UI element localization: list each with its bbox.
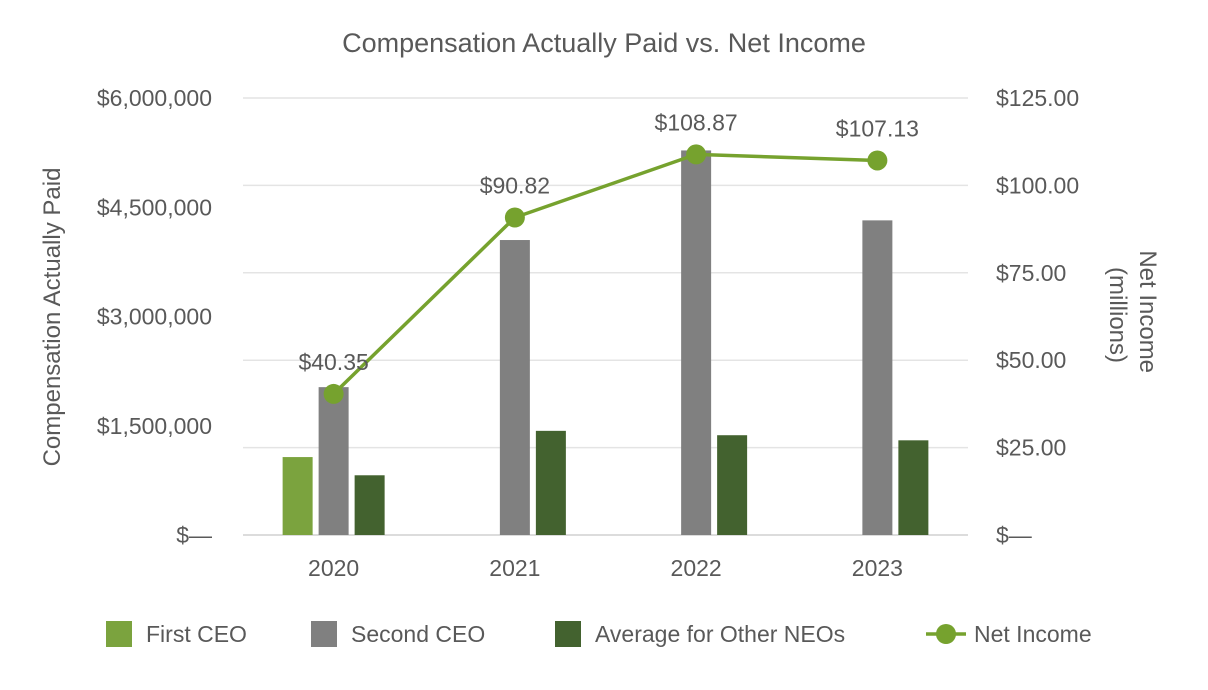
- legend-swatch: [311, 621, 337, 647]
- bar-average-for-other-neos-2020: [354, 475, 385, 535]
- bar-average-for-other-neos-2021: [535, 430, 566, 535]
- left-tick-label: $6,000,000: [97, 85, 212, 111]
- x-tick-label: 2020: [308, 555, 359, 581]
- right-axis-ticks: $— $25.00 $50.00 $75.00 $100.00 $125.00: [996, 85, 1079, 548]
- left-tick-label: $1,500,000: [97, 413, 212, 439]
- bar-average-for-other-neos-2022: [717, 435, 748, 535]
- bars: [282, 150, 929, 536]
- left-tick-label: $4,500,000: [97, 194, 212, 220]
- net-income-point: [867, 150, 888, 171]
- right-axis-label-line-1: Net Income: [1134, 250, 1161, 373]
- right-axis-label-line-2: (millions): [1104, 267, 1131, 363]
- net-income-line: [332, 152, 878, 396]
- legend-label: Second CEO: [351, 621, 485, 647]
- left-axis-label: Compensation Actually Paid: [39, 168, 66, 467]
- bar-first-ceo-2020: [282, 457, 313, 535]
- legend-swatch: [106, 621, 132, 647]
- right-tick-label: $25.00: [996, 435, 1066, 461]
- right-tick-label: $100.00: [996, 172, 1079, 198]
- x-tick-label: 2022: [671, 555, 722, 581]
- bar-second-ceo-2020: [318, 387, 349, 535]
- net-income-point: [686, 144, 707, 165]
- chart-title: Compensation Actually Paid vs. Net Incom…: [342, 28, 866, 58]
- legend-swatch: [555, 621, 581, 647]
- net-income-data-label: $108.87: [655, 109, 738, 135]
- net-income-data-label: $40.35: [298, 349, 368, 375]
- x-tick-label: 2023: [852, 555, 903, 581]
- x-tick-label: 2021: [489, 555, 540, 581]
- bar-second-ceo-2022: [681, 150, 712, 535]
- line-series: $40.35 $90.82 $108.87 $107.13: [298, 109, 919, 404]
- legend-label: Average for Other NEOs: [595, 621, 845, 647]
- bar-second-ceo-2021: [499, 240, 530, 535]
- left-tick-label: $3,000,000: [97, 304, 212, 330]
- legend: First CEO Second CEO Average for Other NEO…: [106, 621, 1092, 647]
- bar-average-for-other-neos-2023: [898, 440, 929, 535]
- net-income-data-label: $107.13: [836, 115, 919, 141]
- right-tick-label: $—: [996, 522, 1032, 548]
- legend-label: First CEO: [146, 621, 247, 647]
- net-income-point: [504, 207, 525, 228]
- legend-marker: [936, 624, 956, 644]
- bar-second-ceo-2023: [862, 220, 893, 536]
- legend-label: Net Income: [974, 621, 1092, 647]
- right-tick-label: $75.00: [996, 260, 1066, 286]
- right-tick-label: $125.00: [996, 85, 1079, 111]
- left-axis-ticks: $— $1,500,000 $3,000,000 $4,500,000 $6,000,0…: [97, 85, 212, 548]
- gridlines: [243, 97, 968, 536]
- net-income-data-label: $90.82: [480, 172, 550, 198]
- left-tick-label: $—: [176, 522, 212, 548]
- x-axis-ticks: 2020 2021 2022 2023: [308, 555, 903, 581]
- net-income-point: [323, 383, 344, 404]
- right-axis-label: Net Income (millions): [1104, 250, 1161, 379]
- right-tick-label: $50.00: [996, 347, 1066, 373]
